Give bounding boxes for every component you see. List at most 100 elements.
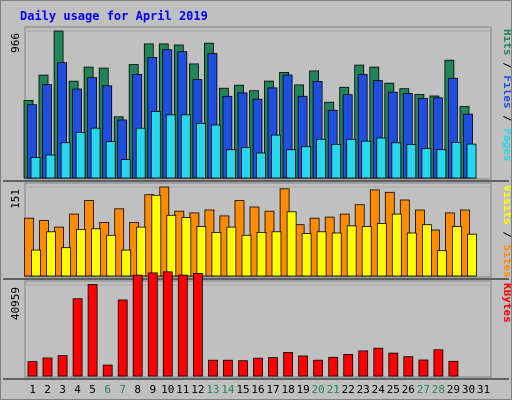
bar-visits-day-14 <box>226 226 237 277</box>
x-tick-label-day-5: 5 <box>89 383 96 396</box>
x-tick-label-day-29: 29 <box>447 383 460 396</box>
x-tick-label-day-22: 22 <box>342 383 355 396</box>
bar-visits-day-16 <box>256 231 267 277</box>
bar-visits-day-11 <box>181 217 192 277</box>
x-tick-label-day-8: 8 <box>134 383 141 396</box>
series-label-sites: Sites <box>501 245 511 278</box>
bar-visits-day-26 <box>406 232 417 277</box>
bar-pages-day-23 <box>361 140 372 179</box>
svg-text:Visits / Sites: Visits / Sites <box>501 185 511 278</box>
bar-pages-day-2 <box>45 154 56 179</box>
bar-kbytes-day-28 <box>433 349 444 377</box>
x-tick-label-day-25: 25 <box>387 383 400 396</box>
series-label-hits: Hits <box>501 29 511 56</box>
x-tick-label-day-24: 24 <box>372 383 386 396</box>
bar-visits-day-10 <box>166 214 177 277</box>
bar-visits-day-18 <box>286 211 297 277</box>
x-tick-label-day-1: 1 <box>29 383 36 396</box>
bar-kbytes-day-15 <box>238 360 248 377</box>
bar-kbytes-day-21 <box>328 356 339 377</box>
x-tick-label-day-31: 31 <box>477 383 490 396</box>
bar-pages-day-16 <box>256 152 266 179</box>
x-tick-label-day-6: 6 <box>104 383 111 396</box>
x-tick-label-day-16: 16 <box>251 383 264 396</box>
bar-pages-day-9 <box>150 111 161 179</box>
bar-visits-day-27 <box>421 224 432 277</box>
bar-kbytes-day-4 <box>72 298 83 377</box>
bar-pages-day-13 <box>210 124 221 179</box>
bar-pages-day-20 <box>316 138 327 179</box>
bar-visits-day-28 <box>436 250 447 277</box>
bar-visits-day-23 <box>361 226 372 277</box>
series-kbytes <box>27 271 459 377</box>
bar-kbytes-day-5 <box>87 284 98 377</box>
series-label-separator: / <box>501 109 511 129</box>
bar-visits-day-30 <box>467 233 477 277</box>
bar-visits-day-17 <box>271 231 282 277</box>
chart-panels: 966 Hits / Files / Pages 151 Visits / Sites… <box>3 26 511 380</box>
x-tick-label-day-2: 2 <box>44 383 51 396</box>
bar-visits-day-22 <box>346 225 357 277</box>
series-label-separator: / <box>501 56 511 76</box>
series-label-visits: Visits <box>501 185 511 225</box>
bar-visits-day-3 <box>61 247 71 277</box>
bar-pages-day-1 <box>30 157 41 179</box>
x-tick-label-day-9: 9 <box>149 383 156 396</box>
x-tick-label-day-17: 17 <box>266 383 279 396</box>
bar-pages-day-8 <box>135 127 146 179</box>
series-sites <box>24 186 470 277</box>
bar-kbytes-day-19 <box>298 355 309 377</box>
bar-kbytes-day-14 <box>222 359 233 377</box>
bar-visits-day-5 <box>91 228 101 277</box>
x-tick-label-day-18: 18 <box>281 383 294 396</box>
bar-pages-day-27 <box>421 148 432 179</box>
bar-pages-day-7 <box>120 159 131 179</box>
panel-kbytes: 40959 KBytes <box>3 271 511 380</box>
series-label-pages: Pages <box>501 128 511 161</box>
bar-pages-day-25 <box>391 142 402 179</box>
x-tick-label-day-12: 12 <box>191 383 204 396</box>
bar-pages-day-14 <box>225 149 236 179</box>
bar-pages-day-18 <box>286 149 297 179</box>
bar-pages-day-6 <box>105 141 116 179</box>
series-axis-labels: KBytes <box>501 283 511 323</box>
series-label-kbytes: KBytes <box>501 283 511 323</box>
bar-pages-day-30 <box>466 143 477 179</box>
x-tick-label-day-13: 13 <box>206 383 219 396</box>
bar-kbytes-day-2 <box>42 357 53 377</box>
bar-pages-day-10 <box>165 114 176 179</box>
bar-kbytes-day-11 <box>177 274 188 377</box>
series-axis-labels: Hits / Files / Pages <box>501 29 511 162</box>
x-tick-label-day-27: 27 <box>417 383 430 396</box>
bar-visits-day-12 <box>196 226 207 277</box>
x-tick-label-day-20: 20 <box>311 383 324 396</box>
panel-pages_files_hits: 966 Hits / Files / Pages <box>3 26 511 182</box>
svg-text:Hits / Files / Pages: Hits / Files / Pages <box>501 29 511 162</box>
bar-pages-day-22 <box>346 138 357 179</box>
x-tick-label-day-4: 4 <box>74 383 81 396</box>
bar-pages-day-3 <box>60 142 71 179</box>
series-pages <box>30 111 477 179</box>
bar-pages-day-12 <box>195 123 206 179</box>
bar-kbytes-day-27 <box>418 359 429 377</box>
x-tick-label-day-23: 23 <box>357 383 370 396</box>
x-tick-label-day-26: 26 <box>402 383 415 396</box>
bar-pages-day-29 <box>451 141 462 179</box>
bar-pages-day-15 <box>241 146 251 179</box>
series-visits <box>31 194 477 277</box>
bar-visits-day-24 <box>376 223 387 277</box>
bar-visits-day-6 <box>106 234 117 277</box>
bar-kbytes-day-13 <box>207 359 218 377</box>
bar-kbytes-day-7 <box>117 299 128 377</box>
bar-kbytes-day-25 <box>388 352 399 377</box>
bar-pages-day-24 <box>376 137 387 179</box>
x-tick-label-day-7: 7 <box>119 383 126 396</box>
x-tick-label-day-15: 15 <box>236 383 249 396</box>
panel-sites_visits: 151 Visits / Sites <box>3 182 511 280</box>
bar-pages-day-5 <box>90 127 101 179</box>
bar-pages-day-26 <box>406 144 417 179</box>
series-label-separator: / <box>501 225 511 245</box>
bar-visits-day-20 <box>316 231 327 277</box>
x-axis-day-labels: 1 2 3 4 5 6 7 8 9 10 11 12 13 14 15 16 17 18 19 20 21 22 23 24 2… <box>29 383 490 396</box>
